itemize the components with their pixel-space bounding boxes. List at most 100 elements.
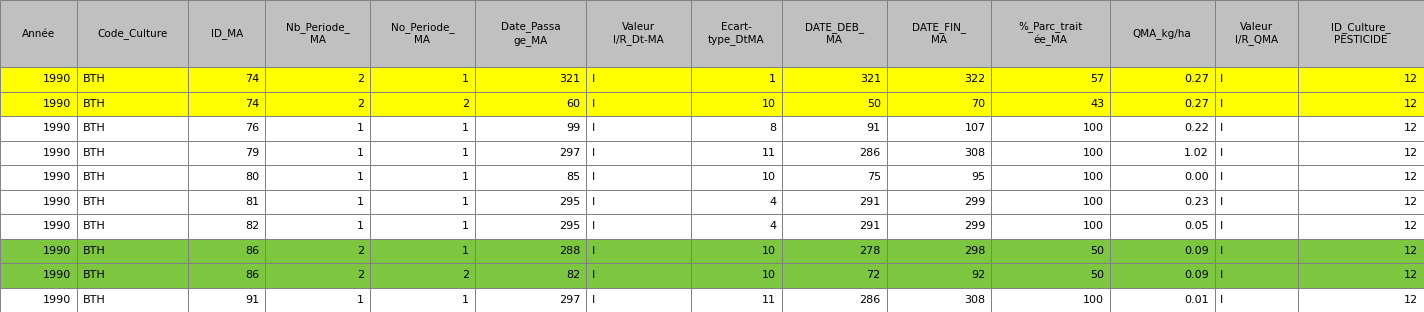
Bar [991, 0, 1109, 67]
Text: 50: 50 [1091, 246, 1104, 256]
Text: 107: 107 [964, 123, 985, 133]
Text: I: I [1220, 123, 1223, 133]
Text: I: I [592, 197, 595, 207]
Bar [0, 165, 77, 189]
Bar [77, 288, 188, 312]
Bar [887, 238, 991, 263]
Bar [265, 263, 370, 288]
Text: 308: 308 [964, 148, 985, 158]
Bar [1215, 238, 1299, 263]
Bar [474, 214, 587, 238]
Text: 1990: 1990 [43, 270, 71, 280]
Bar [1109, 116, 1215, 140]
Text: 1: 1 [461, 172, 468, 182]
Text: I: I [1220, 74, 1223, 84]
Text: 100: 100 [1084, 197, 1104, 207]
Text: DATE_DEB_
MA: DATE_DEB_ MA [805, 22, 864, 45]
Bar [1215, 189, 1299, 214]
Bar [474, 238, 587, 263]
Bar [370, 263, 474, 288]
Text: 1.02: 1.02 [1185, 148, 1209, 158]
Bar [1109, 140, 1215, 165]
Bar [587, 140, 691, 165]
Bar [782, 214, 887, 238]
Text: QMA_kg/ha: QMA_kg/ha [1134, 28, 1192, 39]
Bar [691, 189, 782, 214]
Bar [887, 92, 991, 116]
Text: 1: 1 [461, 295, 468, 305]
Text: BTH: BTH [83, 221, 105, 231]
Text: 299: 299 [964, 197, 985, 207]
Bar [887, 0, 991, 67]
Bar [77, 67, 188, 92]
Text: I: I [1220, 221, 1223, 231]
Bar [1109, 263, 1215, 288]
Bar [0, 288, 77, 312]
Text: 321: 321 [860, 74, 881, 84]
Text: 1: 1 [461, 221, 468, 231]
Bar [991, 288, 1109, 312]
Text: 1: 1 [461, 148, 468, 158]
Bar [782, 238, 887, 263]
Bar [188, 67, 265, 92]
Text: 50: 50 [867, 99, 881, 109]
Text: 0.22: 0.22 [1183, 123, 1209, 133]
Bar [587, 165, 691, 189]
Text: 1: 1 [357, 148, 365, 158]
Text: I: I [592, 74, 595, 84]
Bar [370, 165, 474, 189]
Bar [991, 263, 1109, 288]
Text: 80: 80 [245, 172, 259, 182]
Text: 291: 291 [860, 221, 881, 231]
Text: BTH: BTH [83, 270, 105, 280]
Bar [587, 92, 691, 116]
Bar [691, 92, 782, 116]
Text: I: I [592, 270, 595, 280]
Bar [0, 116, 77, 140]
Text: 12: 12 [1404, 221, 1418, 231]
Bar [0, 189, 77, 214]
Bar [77, 165, 188, 189]
Text: 10: 10 [762, 172, 776, 182]
Text: 43: 43 [1089, 99, 1104, 109]
Text: 100: 100 [1084, 123, 1104, 133]
Text: I: I [1220, 270, 1223, 280]
Bar [782, 288, 887, 312]
Bar [1109, 288, 1215, 312]
Text: 12: 12 [1404, 74, 1418, 84]
Text: Valeur
I/R_Dt-MA: Valeur I/R_Dt-MA [614, 22, 664, 45]
Text: BTH: BTH [83, 246, 105, 256]
Text: 1: 1 [461, 197, 468, 207]
Bar [474, 67, 587, 92]
Bar [77, 214, 188, 238]
Bar [1299, 238, 1424, 263]
Text: 1: 1 [357, 221, 365, 231]
Bar [474, 116, 587, 140]
Bar [188, 189, 265, 214]
Text: ID_Culture_
PESTICIDE: ID_Culture_ PESTICIDE [1331, 22, 1391, 45]
Bar [1109, 165, 1215, 189]
Bar [1215, 67, 1299, 92]
Bar [782, 116, 887, 140]
Text: I: I [592, 172, 595, 182]
Text: I: I [592, 246, 595, 256]
Text: 86: 86 [245, 246, 259, 256]
Text: 86: 86 [245, 270, 259, 280]
Text: 81: 81 [245, 197, 259, 207]
Bar [370, 67, 474, 92]
Bar [887, 165, 991, 189]
Bar [1215, 165, 1299, 189]
Bar [887, 116, 991, 140]
Bar [474, 0, 587, 67]
Bar [691, 67, 782, 92]
Bar [1299, 189, 1424, 214]
Bar [1109, 238, 1215, 263]
Bar [1299, 140, 1424, 165]
Bar [77, 189, 188, 214]
Text: Date_Passa
ge_MA: Date_Passa ge_MA [501, 22, 560, 46]
Bar [887, 263, 991, 288]
Text: 297: 297 [560, 295, 581, 305]
Text: 321: 321 [560, 74, 581, 84]
Text: 82: 82 [245, 221, 259, 231]
Bar [1109, 92, 1215, 116]
